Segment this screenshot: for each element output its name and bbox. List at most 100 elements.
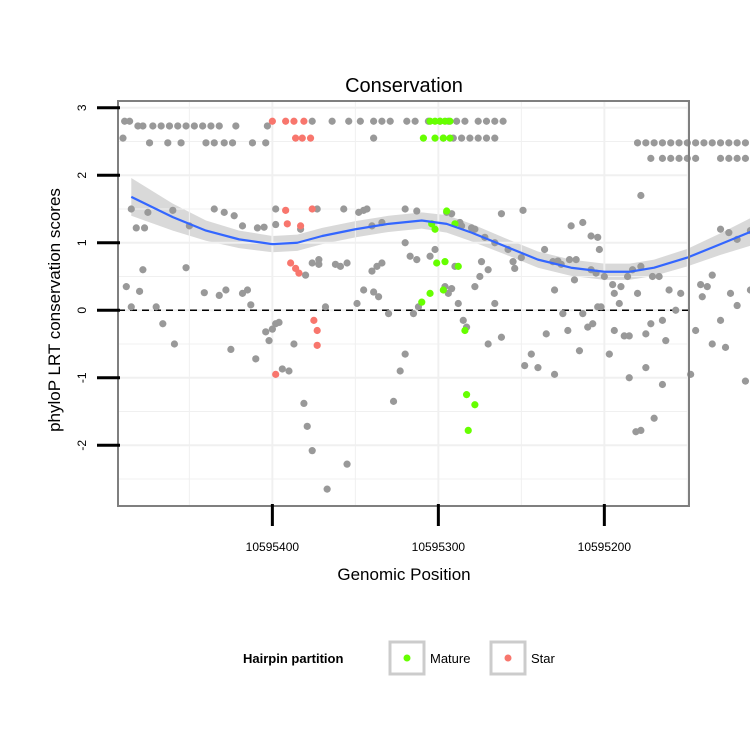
data-point-other xyxy=(300,399,308,407)
y-tick-label: -2 xyxy=(75,440,89,451)
data-point-other xyxy=(182,122,190,130)
data-point-other xyxy=(149,122,157,130)
data-point-other xyxy=(741,154,750,162)
data-point-other xyxy=(401,205,409,213)
data-point-other xyxy=(413,256,421,264)
data-point-other xyxy=(368,267,376,275)
data-point-other xyxy=(570,276,579,284)
data-point-other xyxy=(164,139,172,147)
data-point-other xyxy=(228,139,237,147)
data-point-mature xyxy=(464,426,472,434)
data-point-other xyxy=(199,122,207,130)
data-point-other xyxy=(272,220,280,229)
data-point-other xyxy=(375,293,383,301)
data-point-other xyxy=(396,367,404,375)
data-point-other xyxy=(534,364,542,372)
data-point-other xyxy=(716,316,725,324)
data-point-other xyxy=(370,134,378,142)
data-point-other xyxy=(708,139,716,147)
data-point-other xyxy=(386,117,394,125)
data-point-other xyxy=(135,287,144,295)
data-point-other xyxy=(527,350,535,358)
data-point-other xyxy=(406,252,414,260)
data-point-star xyxy=(310,316,318,324)
data-point-other xyxy=(308,259,316,267)
data-point-other xyxy=(610,289,618,297)
data-point-mature xyxy=(418,298,426,306)
data-point-other xyxy=(275,318,283,326)
data-point-other xyxy=(343,460,351,468)
x-tick-label: 10595400 xyxy=(246,540,300,554)
data-point-other xyxy=(579,218,587,227)
data-point-other xyxy=(356,117,364,125)
data-point-other xyxy=(667,154,675,162)
data-point-other xyxy=(308,117,316,125)
data-point-other xyxy=(411,117,419,125)
data-point-other xyxy=(575,347,584,355)
data-point-other xyxy=(370,288,378,296)
y-tick-label: 3 xyxy=(75,104,89,111)
y-tick-label: 0 xyxy=(75,307,89,314)
data-point-other xyxy=(559,310,567,318)
data-point-other xyxy=(384,310,393,318)
data-point-other xyxy=(716,154,725,162)
data-point-other xyxy=(567,222,575,230)
data-point-other xyxy=(540,245,549,254)
data-point-other xyxy=(315,260,323,268)
data-point-other xyxy=(343,259,351,267)
data-point-other xyxy=(152,303,160,311)
data-point-star xyxy=(287,259,295,267)
data-point-other xyxy=(491,134,499,142)
data-point-other xyxy=(285,367,293,375)
data-point-other xyxy=(564,326,572,335)
data-point-other xyxy=(321,303,330,311)
data-point-other xyxy=(716,139,725,147)
data-point-other xyxy=(477,258,486,266)
data-point-other xyxy=(174,122,182,130)
data-point-other xyxy=(482,134,491,142)
data-point-star xyxy=(268,117,276,125)
data-point-other xyxy=(491,117,499,125)
data-point-other xyxy=(268,325,276,333)
data-point-other xyxy=(413,207,421,215)
data-point-other xyxy=(733,301,741,310)
data-point-other xyxy=(698,293,706,301)
data-point-other xyxy=(667,139,675,147)
data-point-other xyxy=(741,377,750,385)
data-point-other xyxy=(303,422,311,430)
data-point-mature xyxy=(433,259,441,267)
data-point-other xyxy=(466,134,474,142)
data-point-other xyxy=(457,134,466,142)
data-point-other xyxy=(454,299,462,308)
data-point-other xyxy=(637,426,645,434)
data-point-mature xyxy=(431,117,439,125)
data-point-other xyxy=(459,316,467,324)
data-point-other xyxy=(521,362,529,370)
data-point-mature xyxy=(441,117,449,125)
x-axis-label: Genomic Position xyxy=(337,565,470,584)
data-point-other xyxy=(409,310,418,318)
legend-title: Hairpin partition xyxy=(243,651,343,666)
data-point-other xyxy=(331,260,340,268)
data-point-other xyxy=(471,283,479,291)
data-point-star xyxy=(282,117,290,125)
data-point-other xyxy=(725,139,733,147)
data-point-other xyxy=(169,206,177,214)
data-point-other xyxy=(210,139,218,147)
data-point-other xyxy=(378,117,386,125)
data-point-mature xyxy=(426,289,434,297)
data-point-other xyxy=(139,122,147,130)
data-point-star xyxy=(313,326,321,335)
data-point-other xyxy=(140,224,149,232)
data-point-other xyxy=(517,254,525,262)
axis-layer: -2 -1 0 1 2 3 10595400 10595300 10595200 xyxy=(75,100,690,554)
data-point-other xyxy=(401,350,409,358)
data-point-other xyxy=(692,326,700,335)
data-point-other xyxy=(474,134,482,142)
data-point-other xyxy=(650,139,658,147)
data-point-other xyxy=(675,139,683,147)
data-point-other xyxy=(658,380,667,389)
data-point-other xyxy=(697,281,705,289)
data-point-mature xyxy=(462,391,471,399)
data-point-mature xyxy=(431,225,439,233)
